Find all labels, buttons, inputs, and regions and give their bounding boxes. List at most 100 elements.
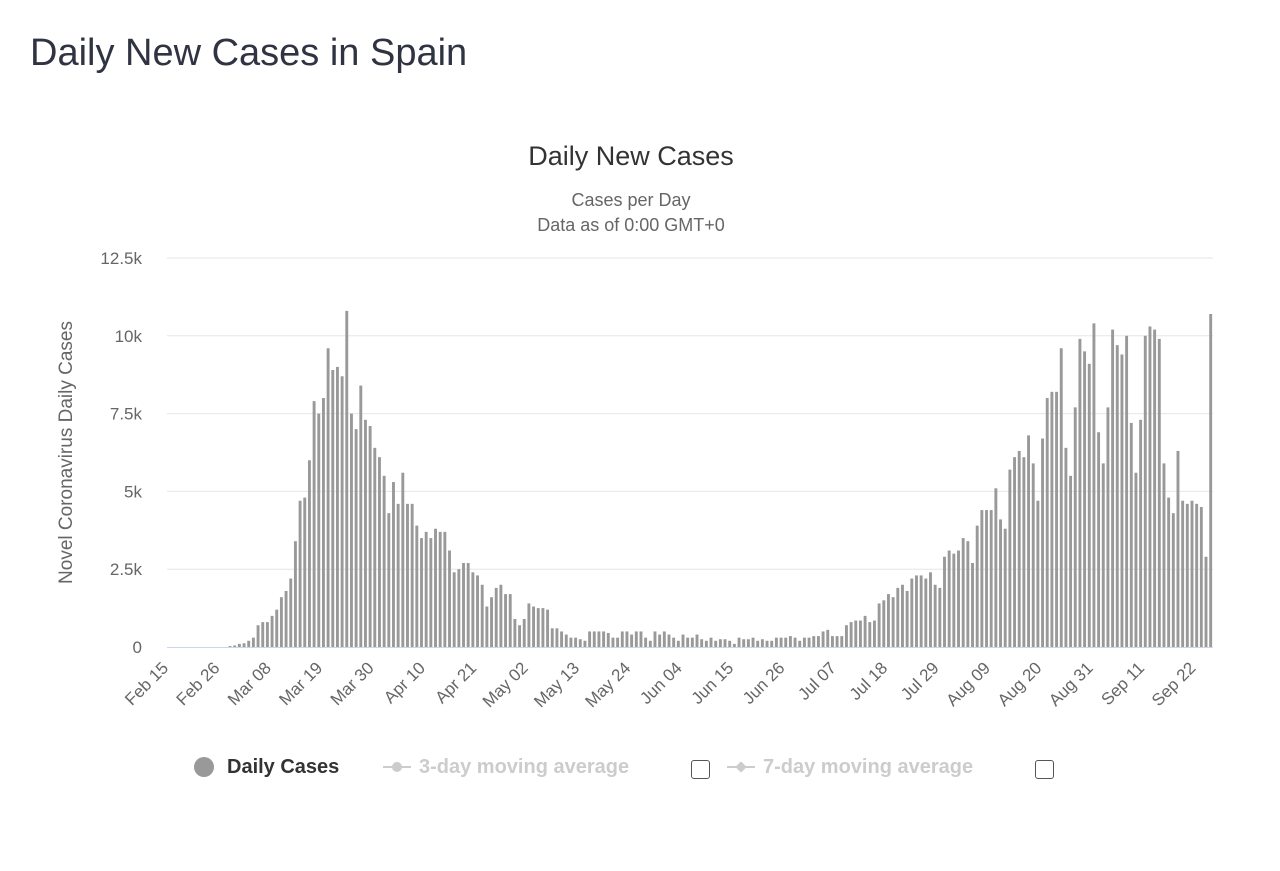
bar[interactable] bbox=[947, 550, 951, 647]
bar[interactable] bbox=[840, 636, 844, 647]
bar[interactable] bbox=[952, 553, 956, 647]
bar[interactable] bbox=[1115, 345, 1119, 647]
bar[interactable] bbox=[382, 475, 386, 647]
bar[interactable] bbox=[583, 640, 587, 647]
bar[interactable] bbox=[578, 639, 582, 647]
bar[interactable] bbox=[592, 631, 596, 647]
bar[interactable] bbox=[994, 488, 998, 647]
bar[interactable] bbox=[863, 615, 867, 647]
bar[interactable] bbox=[1167, 497, 1171, 647]
bar[interactable] bbox=[980, 510, 984, 647]
bar[interactable] bbox=[798, 640, 802, 647]
legend-item-3day-average[interactable]: 3-day moving average bbox=[419, 756, 630, 778]
bar[interactable] bbox=[321, 398, 325, 647]
bar[interactable] bbox=[1031, 463, 1035, 647]
bar[interactable] bbox=[317, 413, 321, 647]
bar[interactable] bbox=[1083, 351, 1087, 647]
bar[interactable] bbox=[350, 413, 353, 647]
bar[interactable] bbox=[265, 622, 269, 647]
bar[interactable] bbox=[1181, 500, 1185, 647]
bar[interactable] bbox=[695, 634, 699, 647]
bar[interactable] bbox=[746, 639, 750, 647]
bar[interactable] bbox=[676, 640, 680, 647]
bar[interactable] bbox=[406, 503, 409, 647]
bar[interactable] bbox=[1139, 419, 1143, 647]
bar[interactable] bbox=[602, 631, 606, 647]
bar[interactable] bbox=[508, 594, 512, 647]
bar[interactable] bbox=[1157, 338, 1161, 647]
bar[interactable] bbox=[784, 637, 788, 647]
bar[interactable] bbox=[522, 618, 526, 647]
bar[interactable] bbox=[816, 636, 820, 647]
bar[interactable] bbox=[625, 631, 629, 647]
bar[interactable] bbox=[933, 584, 937, 647]
bar[interactable] bbox=[737, 637, 741, 647]
bar[interactable] bbox=[298, 500, 302, 647]
bar[interactable] bbox=[910, 578, 914, 647]
bar[interactable] bbox=[901, 584, 904, 647]
bar[interactable] bbox=[429, 538, 433, 647]
bar[interactable] bbox=[233, 645, 237, 647]
bar[interactable] bbox=[1125, 335, 1129, 647]
bar[interactable] bbox=[345, 310, 349, 647]
bar[interactable] bbox=[354, 429, 358, 647]
bar[interactable] bbox=[1050, 391, 1054, 647]
bar[interactable] bbox=[378, 457, 381, 647]
bar[interactable] bbox=[957, 550, 960, 647]
bar[interactable] bbox=[667, 634, 671, 647]
bar[interactable] bbox=[1059, 348, 1063, 647]
bar[interactable] bbox=[1092, 323, 1096, 647]
bar[interactable] bbox=[924, 578, 928, 647]
bar[interactable] bbox=[335, 366, 339, 647]
bar[interactable] bbox=[312, 401, 316, 647]
bar[interactable] bbox=[1087, 363, 1091, 647]
bar[interactable] bbox=[532, 606, 536, 647]
bar[interactable] bbox=[270, 615, 274, 647]
bar[interactable] bbox=[989, 510, 993, 647]
bar[interactable] bbox=[373, 447, 377, 647]
bar[interactable] bbox=[434, 528, 437, 647]
bar[interactable] bbox=[714, 640, 718, 647]
bar[interactable] bbox=[1120, 354, 1124, 647]
bar[interactable] bbox=[466, 562, 470, 647]
bar[interactable] bbox=[1003, 528, 1007, 647]
bar[interactable] bbox=[1204, 556, 1208, 647]
bar[interactable] bbox=[835, 636, 839, 647]
bar[interactable] bbox=[620, 631, 624, 647]
bar[interactable] bbox=[359, 385, 363, 647]
bar[interactable] bbox=[1027, 435, 1030, 647]
bar[interactable] bbox=[499, 584, 503, 647]
bar[interactable] bbox=[494, 587, 498, 647]
bar[interactable] bbox=[709, 637, 713, 647]
bar[interactable] bbox=[975, 525, 979, 647]
bar[interactable] bbox=[1195, 503, 1199, 647]
bar[interactable] bbox=[774, 637, 778, 647]
bar[interactable] bbox=[452, 572, 456, 647]
bar[interactable] bbox=[284, 590, 288, 647]
bar[interactable] bbox=[985, 510, 988, 647]
bar[interactable] bbox=[485, 606, 489, 647]
bar[interactable] bbox=[410, 503, 414, 647]
bar[interactable] bbox=[368, 426, 372, 647]
bar[interactable] bbox=[658, 634, 662, 647]
bar[interactable] bbox=[756, 640, 760, 647]
bar[interactable] bbox=[1190, 500, 1194, 647]
bar[interactable] bbox=[830, 636, 834, 647]
bar[interactable] bbox=[476, 575, 479, 647]
legend-item-daily-cases[interactable]: Daily Cases bbox=[227, 756, 340, 778]
bar[interactable] bbox=[873, 620, 876, 647]
bar[interactable] bbox=[630, 634, 634, 647]
bar[interactable] bbox=[1073, 407, 1077, 647]
bar[interactable] bbox=[887, 594, 890, 647]
bar[interactable] bbox=[812, 636, 816, 647]
bar[interactable] bbox=[1069, 475, 1073, 647]
bar[interactable] bbox=[686, 637, 690, 647]
bar[interactable] bbox=[1041, 438, 1045, 648]
bar[interactable] bbox=[480, 584, 484, 647]
bar[interactable] bbox=[634, 631, 638, 647]
bar[interactable] bbox=[448, 550, 451, 647]
bar[interactable] bbox=[279, 597, 283, 647]
bar[interactable] bbox=[858, 620, 862, 647]
bar[interactable] bbox=[597, 631, 601, 647]
bar[interactable] bbox=[1148, 326, 1152, 647]
